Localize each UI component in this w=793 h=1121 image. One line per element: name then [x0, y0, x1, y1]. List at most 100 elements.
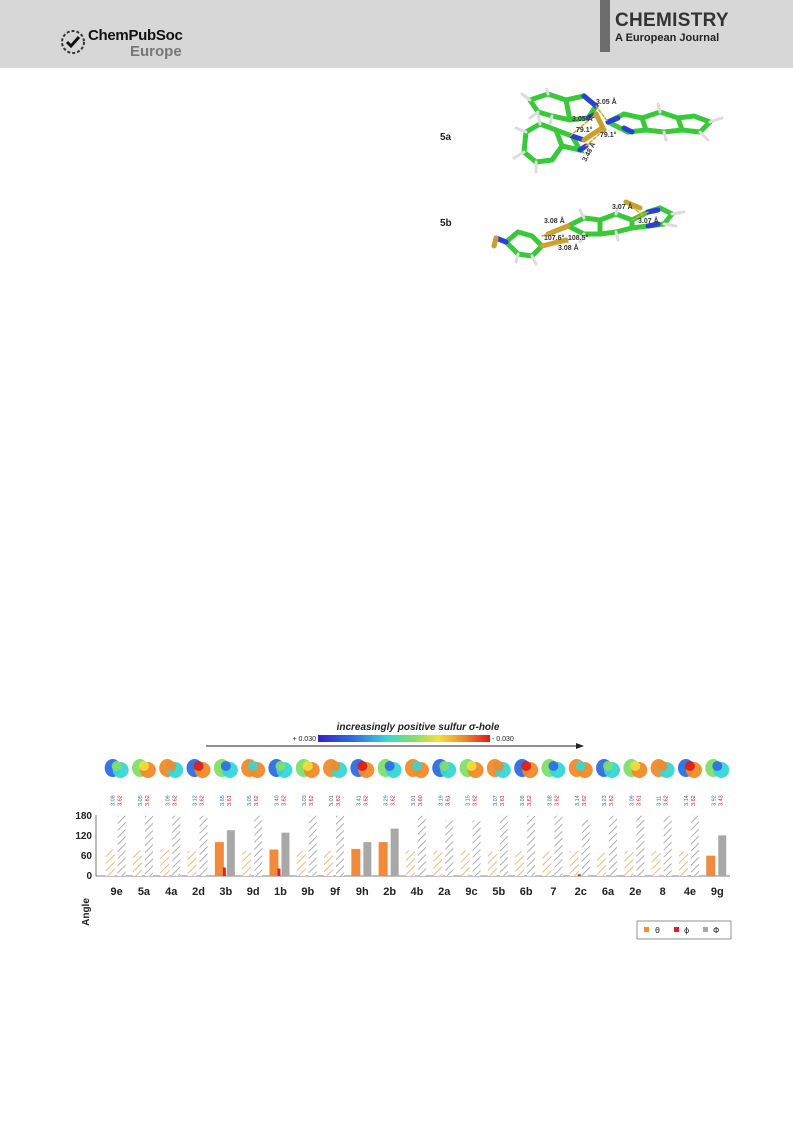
structure-label-5b: 5b	[440, 218, 452, 229]
bar-Phi	[445, 820, 454, 876]
x-tick-label: 5a	[138, 886, 151, 898]
bar-theta	[597, 852, 607, 876]
bar-theta	[569, 850, 579, 876]
y-tick-label: 120	[75, 831, 92, 842]
contact-distance-label: 3.23	[602, 795, 608, 806]
bar-theta	[132, 850, 142, 876]
bar-Phi	[254, 815, 263, 876]
vdw-radius-label: 3.62	[473, 795, 479, 806]
esp-surface	[131, 759, 156, 778]
bar-Phi	[527, 815, 536, 876]
vdw-radius-label: 3.62	[582, 795, 588, 806]
esp-surface	[186, 759, 211, 778]
bar-theta	[378, 842, 388, 876]
x-tick-label: 9h	[356, 886, 369, 898]
bar-theta	[678, 851, 688, 876]
journal-bar	[600, 0, 610, 52]
y-tick-label: 180	[75, 811, 92, 822]
bar-theta	[351, 848, 361, 876]
bar-theta	[460, 850, 470, 876]
esp-surface	[295, 759, 320, 778]
contact-distance-label: 3.09	[520, 795, 526, 806]
vdw-radius-label: 3.62	[309, 795, 315, 806]
legend-label-Phi: Φ	[713, 926, 719, 935]
y-tick-label: 0	[86, 871, 92, 882]
distance-label: 3.05 Å	[572, 114, 593, 123]
esp-surface	[377, 759, 402, 778]
esp-surface	[486, 759, 511, 778]
contact-distance-label: 3.14	[575, 795, 581, 806]
bar-theta	[214, 842, 224, 876]
x-tick-label: 9d	[247, 886, 260, 898]
crystal-structure-5b: 3.08 Å 3.07 Å 3.07 Å 107.6° 108.5° 3.08 …	[491, 199, 686, 266]
bar-Phi	[336, 815, 345, 876]
bar-Phi	[636, 815, 645, 876]
crystal-structure-5a: 3.05 Å 3.05 Å 79.1° 79.1° 3.48 Å	[512, 88, 724, 174]
vdw-radius-label: 3.61	[445, 795, 451, 806]
scale-title: increasingly positive sulfur σ-hole	[337, 722, 500, 733]
bar-Phi	[499, 815, 508, 876]
journal-sub-b: Journal	[679, 32, 720, 44]
publisher-region: Europe	[130, 43, 182, 60]
contact-distance-label: 3.92	[711, 795, 717, 806]
bar-Phi	[718, 835, 727, 876]
distance-label: 3.07 Å	[638, 216, 659, 225]
bar-Phi	[554, 815, 563, 876]
scale-min-label: + 0.030	[292, 736, 316, 743]
bar-theta	[269, 849, 279, 876]
bar-Phi	[581, 819, 590, 876]
bar-phi	[577, 874, 581, 876]
esp-surface	[241, 759, 266, 778]
esp-surface	[568, 759, 593, 778]
x-tick-label: 6a	[602, 886, 615, 898]
legend-swatch-Phi	[703, 927, 708, 932]
x-tick-label: 4e	[684, 886, 696, 898]
contact-distance-label: 3.07	[493, 795, 499, 806]
bar-theta	[405, 850, 415, 876]
vdw-radius-label: 3.62	[664, 795, 670, 806]
bar-Phi	[117, 815, 126, 876]
bar-theta	[105, 849, 115, 876]
esp-surface	[323, 759, 348, 778]
angle-label: 79.1°	[600, 131, 617, 139]
vdw-radius-label: 3.62	[691, 795, 697, 806]
y-axis-label: Angle	[81, 898, 92, 926]
contact-distance-label: 3.19	[438, 795, 444, 806]
legend-label-theta: θ	[655, 926, 660, 935]
contact-distance-label: 3.05	[247, 795, 253, 806]
bar-Phi	[609, 815, 618, 876]
esp-surface	[650, 759, 675, 778]
vdw-radius-label: 3.43	[718, 795, 724, 806]
esp-surface	[213, 759, 238, 778]
esp-surface	[404, 759, 429, 778]
esp-surface	[432, 759, 457, 778]
esp-surface	[514, 759, 539, 778]
bar-theta	[433, 850, 443, 876]
legend-swatch-phi	[674, 927, 679, 932]
vdw-radius-label: 3.62	[145, 795, 151, 806]
esp-surface-row	[104, 759, 730, 778]
distance-radius-row: 3.08 3.62 3.05 3.62 3.09 3.62 3.12 3.62 3.65 3.61…	[111, 795, 725, 806]
contact-distance-label: 3.14	[684, 795, 690, 806]
bar-Phi	[199, 815, 208, 876]
seal-icon	[61, 30, 85, 54]
esp-surface	[677, 759, 702, 778]
angle-label: 107.6°	[544, 234, 565, 242]
bar-theta	[324, 850, 334, 876]
bar-theta	[706, 855, 716, 876]
bar-theta	[487, 851, 497, 876]
contact-distance-label: 3.01	[411, 795, 417, 806]
bar-series	[105, 815, 727, 876]
distance-label: 3.08 Å	[544, 216, 565, 225]
x-tick-label: 3b	[219, 886, 232, 898]
x-tick-label: 7	[550, 886, 556, 898]
contact-distance-label: 3.40	[274, 795, 280, 806]
contact-distance-label: 3.01	[329, 795, 335, 806]
vdw-radius-label: 3.62	[172, 795, 178, 806]
bar-Phi	[663, 815, 672, 876]
journal-title: CHEMISTRY	[615, 10, 729, 31]
y-axis: 180 120 60 0	[75, 811, 97, 882]
esp-surface	[268, 759, 293, 778]
esp-surface	[541, 759, 566, 778]
x-tick-label: 4b	[411, 886, 424, 898]
